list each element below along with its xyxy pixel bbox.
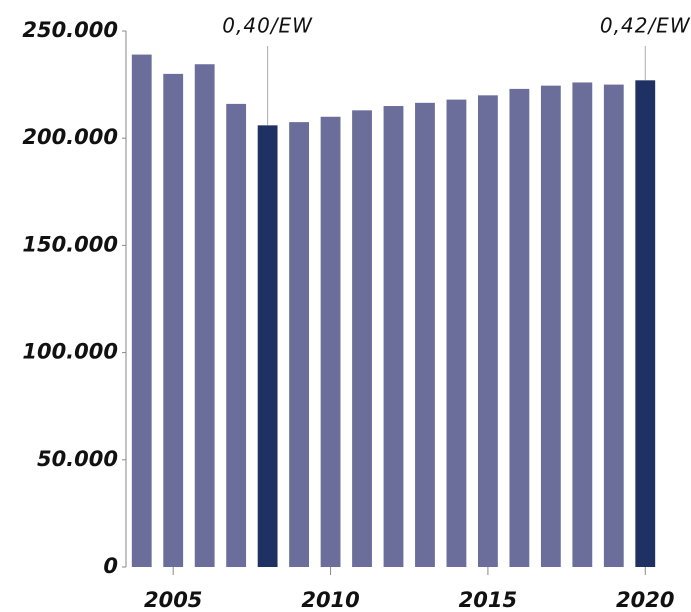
- y-tick-label: 50.000: [37, 447, 118, 471]
- y-tick-label: 100.000: [22, 340, 118, 364]
- y-tick-label: 150.000: [22, 232, 118, 256]
- bar: [572, 82, 593, 568]
- bar: [163, 73, 184, 567]
- x-tick-label: 2020: [616, 588, 674, 612]
- bar: [383, 106, 404, 567]
- y-tick-label: 0: [103, 554, 118, 578]
- bar: [415, 102, 435, 567]
- bar: [131, 54, 152, 568]
- bar: [509, 88, 530, 567]
- bar: [226, 103, 247, 568]
- bar: [477, 95, 498, 567]
- x-tick-label: 2010: [301, 588, 359, 612]
- bar: [257, 125, 278, 567]
- annotation: 0,40/EW: [222, 14, 313, 38]
- x-tick-label: 2005: [144, 588, 202, 612]
- bar: [320, 116, 341, 567]
- bar: [635, 80, 656, 567]
- y-tick-label: 200.000: [22, 125, 118, 149]
- bar: [446, 99, 467, 567]
- bar: [603, 84, 624, 567]
- bar: [289, 122, 310, 568]
- bar: [194, 64, 215, 568]
- y-tick-label: 250.000: [22, 18, 118, 42]
- bar: [540, 85, 561, 567]
- bar: [352, 110, 372, 567]
- annotation: 0,42/EW: [600, 14, 691, 38]
- x-tick-label: 2015: [459, 588, 517, 612]
